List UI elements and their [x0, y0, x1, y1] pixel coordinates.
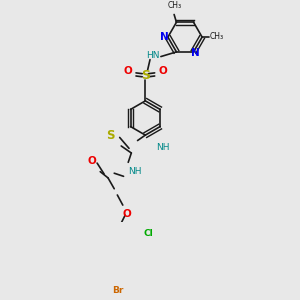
Text: Cl: Cl	[144, 230, 153, 238]
Text: O: O	[122, 208, 131, 219]
Text: O: O	[87, 156, 96, 166]
Text: S: S	[106, 129, 115, 142]
Text: O: O	[123, 66, 132, 76]
Text: S: S	[141, 69, 150, 82]
Text: HN: HN	[146, 50, 160, 59]
Text: O: O	[159, 66, 168, 76]
Text: N: N	[191, 48, 200, 59]
Text: N: N	[160, 32, 169, 42]
Text: NH: NH	[128, 167, 141, 176]
Text: CH₃: CH₃	[168, 1, 182, 10]
Text: Br: Br	[112, 286, 123, 295]
Text: CH₃: CH₃	[210, 32, 224, 41]
Text: NH: NH	[156, 143, 169, 152]
